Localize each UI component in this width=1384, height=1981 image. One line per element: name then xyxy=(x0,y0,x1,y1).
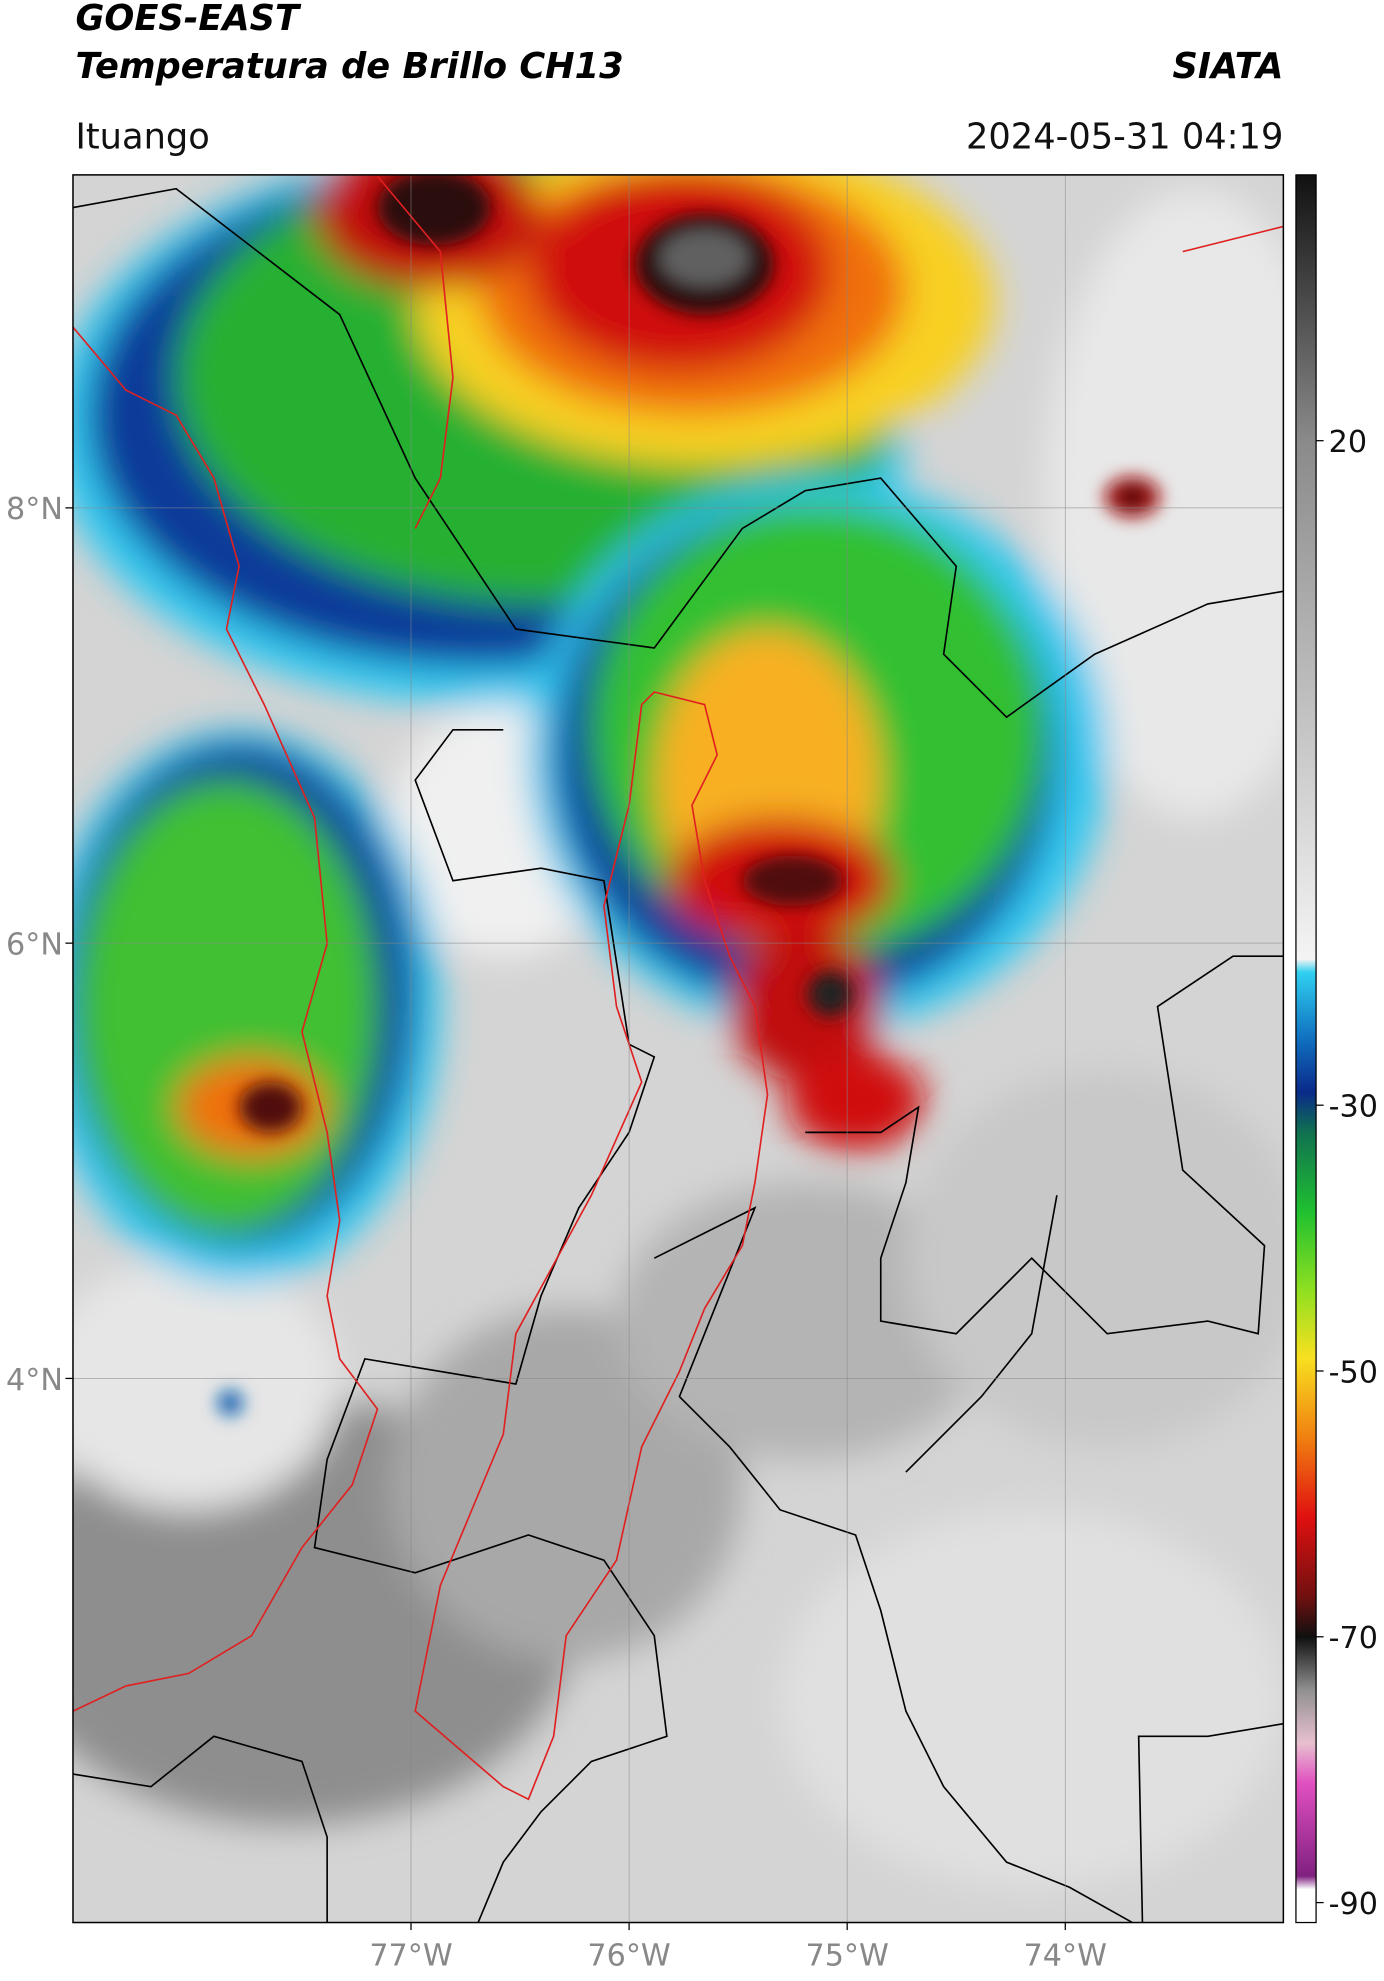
colorbar-tick-label: -30 xyxy=(1329,1090,1378,1125)
datetime: 2024-05-31 04:19 xyxy=(966,116,1283,157)
colorbar-tick-label: -50 xyxy=(1329,1355,1378,1390)
y-tick-label: 8°N xyxy=(6,492,63,527)
colorbar-tick-label: 20 xyxy=(1329,425,1367,460)
axes: 77°W 76°W 75°W 74°W 4°N 6°N 8°N xyxy=(6,492,1107,1973)
source: SIATA xyxy=(1172,46,1283,87)
grid xyxy=(72,174,1284,1923)
satellite-image xyxy=(72,174,1284,1923)
colorbar-tick-label: -90 xyxy=(1329,1887,1378,1922)
subtitle: Temperatura de Brillo CH13 xyxy=(75,46,623,87)
y-tick-label: 4°N xyxy=(6,1363,63,1398)
colorbar xyxy=(1295,174,1317,1924)
title: GOES-EAST xyxy=(75,0,302,39)
x-tick-label: 77°W xyxy=(369,1938,452,1973)
y-tick-label: 6°N xyxy=(6,927,63,962)
colorbar-tick-label: -70 xyxy=(1329,1621,1378,1656)
colorbar-ticks: -90 -70 -50 -30 20 xyxy=(1316,425,1378,1922)
x-tick-label: 74°W xyxy=(1024,1938,1107,1973)
x-tick-label: 75°W xyxy=(806,1938,889,1973)
map-frame xyxy=(72,174,1285,1924)
coastline xyxy=(72,175,1284,1801)
x-tick-label: 76°W xyxy=(587,1938,670,1973)
location: Ituango xyxy=(75,116,209,157)
